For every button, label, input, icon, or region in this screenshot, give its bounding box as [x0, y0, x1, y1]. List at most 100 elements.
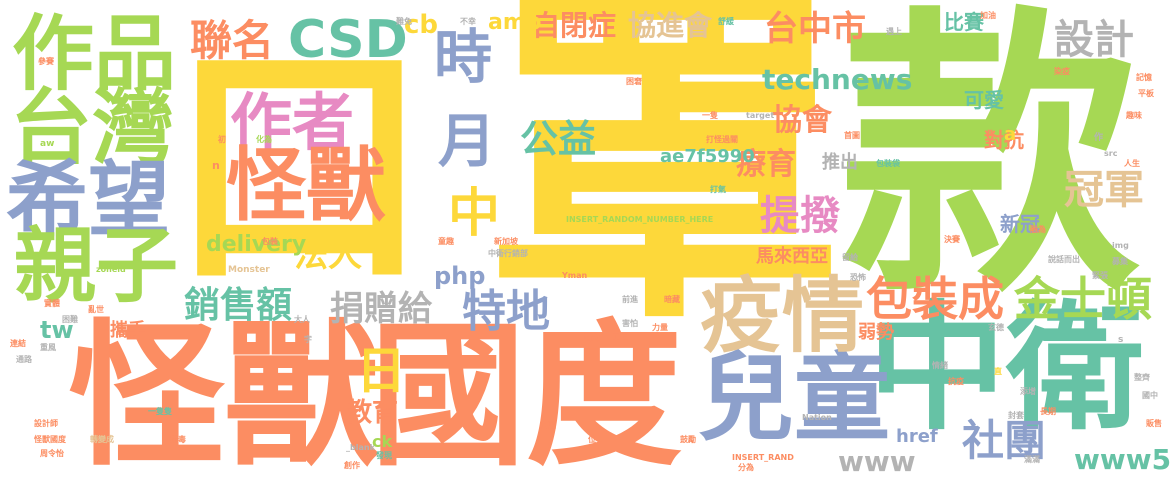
tiny-word: aw [40, 139, 55, 149]
tiny-word: 留給 [842, 253, 858, 262]
word-duikang: 對抗 [984, 128, 1024, 152]
tiny-word: 玄德 [988, 323, 1004, 332]
tiny-word: 添增 [1020, 387, 1036, 396]
tiny-word: INSERT_RANDOM_NUMBER_HERE [566, 215, 714, 224]
word-ri: 日 [348, 344, 406, 394]
word-ae7f: ae7f5990 [660, 146, 755, 167]
tiny-word: Yman [562, 271, 588, 280]
tiny-word: 怪獸國度 [34, 435, 66, 444]
tiny-word: 力量 [652, 323, 668, 332]
tiny-word: 販售 [1146, 419, 1162, 428]
tiny-word: 設計師 [34, 419, 58, 428]
word-ck: ck [372, 432, 393, 451]
tiny-word: 轉變成 [90, 435, 114, 444]
word-xinguan: 新冠 [1000, 212, 1040, 236]
word-xiejinhui: 協進會 [628, 9, 713, 42]
tiny-word: 記憶 [1136, 73, 1152, 82]
tiny-word: 包裝 [262, 237, 278, 246]
tiny-word: 打氣 [710, 185, 726, 194]
tiny-word: 初 [218, 135, 226, 144]
tiny-word: s [1118, 335, 1124, 345]
word-xieshou: 攜手 [110, 320, 146, 341]
word-keai: 可愛 [964, 88, 1004, 112]
tiny-word: 通路 [16, 355, 32, 364]
word-delivery: delivery [206, 232, 307, 257]
tiny-word: 實體 [44, 299, 60, 308]
tiny-word: 抗疫 [948, 377, 964, 386]
tiny-word: 暗藏 [664, 295, 680, 304]
tiny-word: Monster [228, 265, 270, 275]
word-lianming: 聯名 [190, 16, 275, 65]
tiny-word: 前進 [622, 295, 638, 304]
tiny-word: n [212, 159, 220, 172]
word-jiaoyu: 教育 [346, 398, 399, 428]
tiny-word: 童趣 [438, 237, 454, 246]
tiny-word: 重風 [40, 343, 56, 352]
word-zhao: 罩 [485, 0, 845, 367]
tiny-word: 面對 [584, 333, 600, 342]
word-cb: cb [404, 10, 439, 40]
tiny-word: 害怕 [622, 319, 638, 328]
word-xiwang: 希望 [6, 153, 171, 248]
word-guaishou-big: 怪獸 [68, 305, 380, 487]
word-www: www [838, 445, 916, 478]
tiny-word: 困窘 [626, 77, 642, 86]
tiny-word: Nation [802, 413, 832, 422]
tiny-word: INSERT_RAND [732, 453, 794, 462]
tiny-word: 加油 [980, 11, 996, 20]
tiny-word: 恐怖 [850, 273, 866, 282]
word-a: a [1004, 124, 1017, 145]
tiny-word: 說話而出 [1048, 255, 1080, 264]
word-zuopin: 作品 [12, 7, 177, 102]
tiny-word: 中衛行銷部 [488, 249, 528, 258]
tiny-word: _blank [346, 443, 375, 452]
tiny-word: 染疫 [1054, 67, 1070, 76]
tiny-word: 封套 [1008, 411, 1024, 420]
tiny-word: 亂世 [88, 305, 104, 314]
tiny-word: 情緒 [932, 361, 948, 370]
tiny-word: 募集 [1112, 257, 1128, 266]
tiny-word: 一隻隻 [148, 407, 172, 416]
tiny-word: 來源 [540, 421, 556, 430]
word-yue: 月 [438, 107, 497, 175]
tiny-word: 緊張 [1092, 271, 1108, 280]
tiny-word: 字 [304, 335, 312, 344]
word-tuichu: 推出 [822, 152, 858, 173]
word-kou: 口 [168, 14, 430, 319]
word-xiehui: 協會 [772, 103, 832, 138]
word-tedi: 特地 [462, 286, 550, 337]
word-zhongwei: 中衛 [868, 288, 1145, 449]
word-qinzi: 親子 [14, 219, 179, 314]
tiny-word: 參賽 [38, 57, 54, 66]
word-zhong: 中 [448, 184, 501, 244]
tiny-word: 長期 [1040, 407, 1056, 416]
word-amp: amp [488, 10, 542, 35]
tiny-word: 發現 [376, 451, 392, 460]
word-tw: tw [40, 316, 74, 344]
tiny-word: zoneid [96, 265, 126, 274]
word-ruoshi: 弱勢 [858, 322, 894, 343]
word-baozhuangcheng: 包裝成 [866, 272, 1004, 326]
word-guodu: 國度 [370, 305, 682, 487]
word-zuozhe: 作者 [230, 86, 355, 159]
tiny-word: 人生 [1124, 159, 1140, 168]
word-faren: 法人 [294, 235, 362, 275]
tiny-word: 新加坡 [494, 237, 518, 246]
word-php: php [434, 262, 486, 290]
word-sheji: 設計 [1054, 17, 1134, 63]
word-csd: CSD [288, 10, 408, 70]
tiny-word: 遇上 [886, 27, 902, 36]
word-xiaoshoue: 銷售額 [184, 285, 293, 326]
tiny-word: 作 [1094, 133, 1104, 143]
word-taiwan: 台灣 [10, 81, 175, 176]
tiny-word: 化為 [256, 135, 272, 144]
word-taizhongshi: 台中市 [764, 9, 866, 49]
word-guanjun: 冠軍 [1064, 167, 1144, 213]
tiny-word: 困難 [62, 315, 78, 324]
tiny-word: 位 [588, 435, 596, 444]
word-tibo: 提撥 [760, 193, 840, 239]
tiny-word: 直 [994, 367, 1002, 376]
tiny-word: 舒緩 [718, 17, 734, 26]
tiny-word: 融為 [1030, 225, 1046, 234]
